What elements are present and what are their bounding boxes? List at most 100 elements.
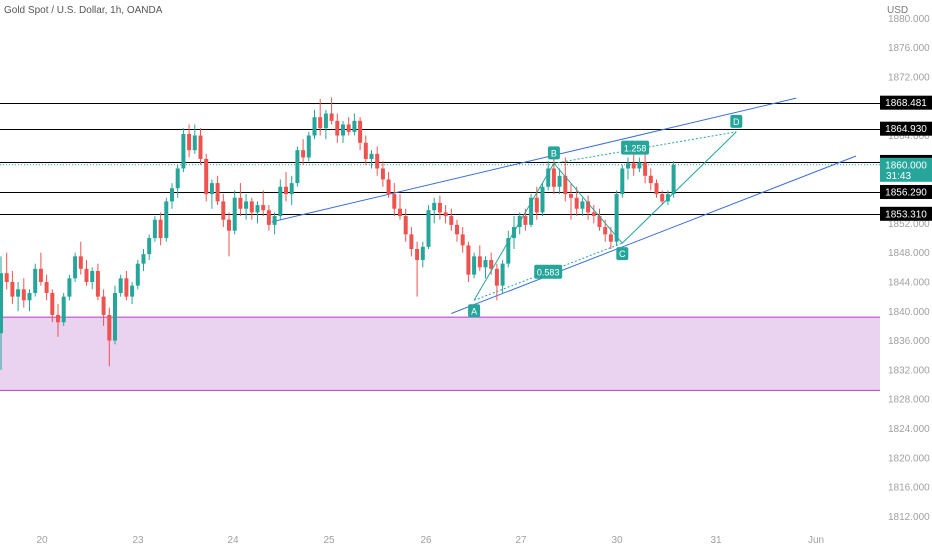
level-label-bg (880, 95, 932, 110)
candle-body (152, 219, 157, 239)
time-tick-label: 23 (132, 535, 144, 546)
price-tick-label: 1824.000 (888, 424, 930, 435)
candle-body (643, 162, 648, 176)
ratio-badge (621, 140, 650, 155)
candle-body (33, 268, 38, 293)
last-price-label: 1860.000 (885, 160, 927, 171)
last-price-countdown: 31:43 (886, 171, 911, 182)
channel-line-1[interactable] (451, 155, 857, 314)
time-tick-label: 20 (36, 535, 48, 546)
price-tick-label: 1880.000 (888, 14, 930, 25)
time-tick-label: 30 (611, 535, 623, 546)
candle-body (312, 117, 317, 136)
candle-body (415, 249, 420, 261)
candle-body (113, 292, 117, 341)
candle-body (665, 194, 670, 202)
candle-body (603, 227, 608, 235)
pattern-point-a-marker[interactable] (468, 304, 481, 318)
price-tick-label: 1844.000 (888, 277, 930, 288)
candle-body (67, 278, 72, 297)
candle-body (209, 183, 214, 195)
candle-body (306, 135, 311, 158)
candle-body (244, 201, 249, 209)
candle-body (352, 120, 357, 132)
candle-body (323, 113, 328, 129)
candle-body (432, 202, 437, 211)
pattern-point-d-label: D (733, 117, 740, 127)
price-tick-label: 1836.000 (888, 336, 930, 347)
candle-body (557, 175, 562, 187)
candle-body (278, 186, 283, 217)
candle-body (380, 168, 385, 180)
price-tick-label: 1848.000 (888, 248, 930, 259)
price-tick-label: 1828.000 (888, 395, 930, 406)
candle-body (403, 216, 408, 235)
candle-body (16, 289, 21, 297)
candle-body (329, 113, 334, 121)
candle-body (631, 163, 636, 169)
harmonic-pattern[interactable]: A B C D 0.583 1.258 (468, 114, 743, 318)
candle-body (73, 256, 78, 279)
candle-body (335, 120, 340, 136)
candle-body (4, 273, 9, 282)
level-label: 1853.310 (885, 209, 927, 220)
candle-body (546, 168, 551, 187)
candle-body (301, 150, 306, 158)
candle-body (494, 268, 499, 286)
candle-body (78, 256, 83, 269)
pattern-point-a-label: A (471, 306, 477, 316)
candle-body (38, 268, 43, 282)
price-tick-label: 1840.000 (888, 307, 930, 318)
candle-body (170, 188, 174, 202)
pattern-legs[interactable] (473, 131, 737, 301)
pattern-point-b-label: B (551, 148, 557, 158)
candle-body (198, 135, 203, 159)
candle-body (215, 183, 220, 202)
candle-body (523, 216, 528, 225)
time-axis[interactable]: 20 23 24 25 26 27 30 31 Jun (36, 535, 824, 546)
candle-body (551, 168, 556, 187)
ratio-label: 1.258 (624, 144, 647, 154)
candle-body (398, 208, 402, 217)
candle-body (249, 201, 254, 213)
candle-body (574, 197, 579, 209)
currency-label: USD (887, 5, 909, 16)
candle-body (147, 238, 152, 255)
candle-body (289, 183, 294, 195)
candle-body (261, 205, 266, 211)
level-label: 1868.481 (885, 98, 927, 109)
candle-body (443, 212, 448, 217)
time-tick-label: 27 (515, 535, 527, 546)
candles (0, 97, 676, 370)
candle-body (61, 296, 66, 323)
candle-body (295, 150, 300, 184)
candle-body (386, 179, 391, 195)
candle-body (466, 245, 471, 275)
level-label-bg (880, 206, 932, 221)
last-price-badge (880, 157, 932, 182)
channel-line-0[interactable] (271, 97, 797, 223)
demand-zone (0, 316, 880, 391)
candle-body (569, 194, 573, 198)
candle-body (369, 153, 374, 159)
channel-lines[interactable] (271, 97, 857, 314)
candle-body (455, 224, 459, 235)
candle-body (375, 153, 380, 169)
horizontal-levels[interactable] (0, 103, 880, 215)
pattern-point-b-marker[interactable] (547, 146, 560, 160)
candle-body (472, 256, 477, 275)
price-tick-label: 1820.000 (888, 453, 930, 464)
ratio-line-ac (473, 242, 623, 301)
time-tick-label: Jun (808, 535, 824, 546)
candle-body (529, 197, 534, 225)
price-tick-label: 1876.000 (888, 43, 930, 54)
candle-body (130, 285, 135, 297)
pattern-point-c-marker[interactable] (616, 247, 629, 261)
candle-body (637, 162, 642, 169)
pattern-point-d-marker[interactable] (730, 114, 743, 128)
ratio-label: 0.583 (537, 268, 560, 278)
price-tick-label: 1852.000 (888, 219, 930, 230)
candle-body (101, 296, 106, 315)
